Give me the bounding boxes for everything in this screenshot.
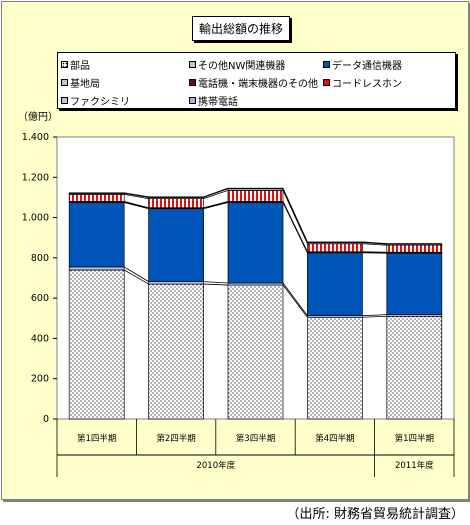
legend: 部品 その他NW関連機器 データ通信機器基地局 電話機・端末機器のその他 コードレスホン… (57, 52, 456, 109)
legend-label: 基地局 (70, 79, 100, 90)
series-line (203, 201, 229, 209)
series-line (362, 243, 387, 246)
bar-segment (307, 316, 363, 420)
y-axis-unit-label: （億円） (18, 112, 58, 123)
y-tick-label: 0 (43, 414, 49, 425)
legend-swatch (189, 97, 196, 104)
x-tick-label: 第4四半期 (315, 433, 354, 444)
bar-segment (148, 208, 204, 282)
legend-swatch (323, 61, 330, 68)
bar-segment (307, 252, 363, 317)
source-note: （出所: 財務省貿易統計調査） (286, 507, 464, 522)
bar-segment (386, 252, 443, 316)
series-line (203, 283, 229, 286)
series-line (282, 282, 308, 316)
series-line (123, 266, 149, 282)
bar-segment (68, 269, 125, 420)
series-line (203, 202, 229, 210)
legend-swatch (323, 79, 330, 86)
legend-label: ファクシミリ (70, 97, 130, 108)
series-line (203, 187, 229, 198)
legend-label: コードレスホン (332, 79, 402, 90)
series-line (203, 281, 229, 284)
series-line (362, 241, 387, 244)
series-line (124, 192, 149, 198)
bar-segment (386, 244, 443, 253)
x-tick-label: 第2四半期 (156, 433, 195, 444)
y-tick-label: 1.000 (22, 213, 49, 224)
y-tick-label: 200 (31, 374, 49, 385)
legend-item: その他NW関連機器 (189, 57, 285, 72)
series-line (124, 202, 149, 210)
group-label: 2011年度 (395, 460, 434, 471)
bar-segment (148, 198, 204, 209)
legend-label: その他NW関連機器 (198, 61, 286, 72)
bar-segment (386, 243, 443, 245)
y-tick-label: 600 (31, 293, 49, 304)
bar-segment (386, 315, 443, 420)
y-tick-label: 400 (31, 333, 49, 344)
series-line (203, 188, 229, 198)
x-tick-label: 第1四半期 (395, 433, 434, 444)
legend-item: 電話機・端末機器のその他 (189, 75, 318, 90)
x-tick-label: 第3四半期 (236, 433, 275, 444)
series-line (123, 269, 149, 285)
series-line (362, 242, 387, 245)
bar-segment (68, 194, 125, 202)
legend-item: 携帯電話 (189, 93, 238, 108)
bar-segment (68, 202, 125, 268)
legend-label: データ通信機器 (332, 61, 402, 72)
y-tick-label: 1.200 (22, 172, 49, 183)
bar-segment (307, 243, 363, 253)
legend-item: コードレスホン (323, 75, 402, 90)
legend-item: 部品 (61, 57, 90, 72)
bar-segment (148, 281, 204, 285)
series-line (282, 284, 308, 318)
y-tick-label: 1.400 (22, 132, 49, 143)
bar-segment (227, 202, 284, 284)
legend-swatch (61, 97, 68, 104)
chart-title: 輸出総額の推移 (192, 16, 291, 41)
bar-segment (148, 196, 204, 198)
legend-label: 部品 (70, 61, 90, 72)
series-line (124, 193, 149, 198)
bar-segment (227, 187, 284, 190)
series-line (282, 201, 308, 252)
series-line (124, 194, 149, 200)
y-tick-label: 800 (31, 253, 49, 264)
bar-segment (227, 190, 284, 202)
series-line (124, 201, 149, 209)
legend-swatch (61, 79, 68, 86)
legend-label: 電話機・端末機器のその他 (198, 79, 318, 90)
x-tick-label: 第1四半期 (77, 433, 116, 444)
legend-swatch (189, 61, 196, 68)
series-line (203, 189, 229, 200)
series-line (282, 187, 308, 243)
legend-item: データ通信機器 (323, 57, 402, 72)
legend-swatch (61, 61, 68, 68)
series-line (282, 190, 308, 244)
group-label: 2010年度 (196, 460, 235, 471)
bar-segment (68, 266, 125, 271)
legend-item: ファクシミリ (61, 93, 130, 108)
series-line (362, 315, 387, 318)
bar-segment (148, 283, 204, 420)
series-line (362, 314, 387, 317)
bar-segment (307, 241, 363, 243)
legend-swatch (189, 79, 196, 86)
legend-item: 基地局 (61, 75, 100, 90)
bar-segment (227, 284, 284, 420)
legend-label: 携帯電話 (198, 97, 238, 108)
bar-segment (68, 192, 125, 194)
